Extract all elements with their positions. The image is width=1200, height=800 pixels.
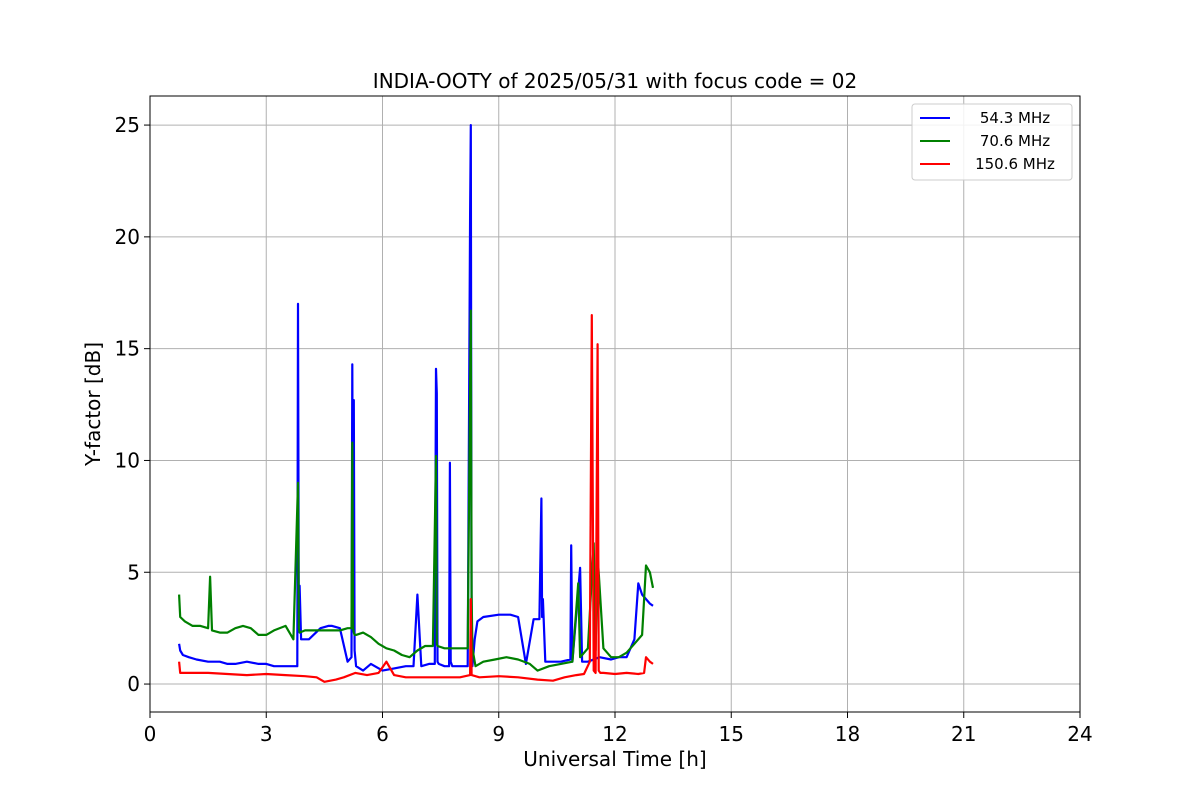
series-line-0 bbox=[178, 123, 654, 672]
legend-label: 150.6 MHz bbox=[975, 155, 1055, 173]
legend: 54.3 MHz 70.6 MHz 150.6 MHz bbox=[911, 103, 1073, 181]
y-tick-label: 15 bbox=[115, 337, 140, 361]
x-tick-label: 6 bbox=[376, 722, 389, 746]
series-group bbox=[178, 123, 655, 683]
y-tick-label: 10 bbox=[115, 448, 140, 472]
y-axis-label: Y-factor [dB] bbox=[81, 342, 105, 467]
x-tick-label: 18 bbox=[835, 722, 860, 746]
grid-lines bbox=[149, 96, 1081, 712]
y-tick-label: 0 bbox=[127, 672, 140, 696]
y-tick-label: 5 bbox=[127, 560, 140, 584]
x-tick-label: 24 bbox=[1067, 722, 1092, 746]
legend-box bbox=[911, 103, 1073, 181]
series-line-1 bbox=[178, 309, 655, 672]
axis-ticks: 0 3 6 9 12 15 18 21 24 0 5 10 15 20 25 bbox=[115, 113, 1093, 746]
x-tick-label: 9 bbox=[492, 722, 505, 746]
x-axis-label: Universal Time [h] bbox=[523, 747, 706, 771]
x-tick-label: 21 bbox=[951, 722, 976, 746]
legend-label: 54.3 MHz bbox=[980, 109, 1050, 127]
y-tick-label: 25 bbox=[115, 113, 140, 137]
x-tick-label: 3 bbox=[260, 722, 273, 746]
x-tick-label: 12 bbox=[602, 722, 627, 746]
chart-title: INDIA-OOTY of 2025/05/31 with focus code… bbox=[373, 69, 857, 93]
legend-label: 70.6 MHz bbox=[980, 132, 1050, 150]
x-tick-label: 0 bbox=[144, 722, 157, 746]
series-line-2 bbox=[178, 314, 654, 683]
y-tick-label: 20 bbox=[115, 225, 140, 249]
x-tick-label: 15 bbox=[719, 722, 744, 746]
